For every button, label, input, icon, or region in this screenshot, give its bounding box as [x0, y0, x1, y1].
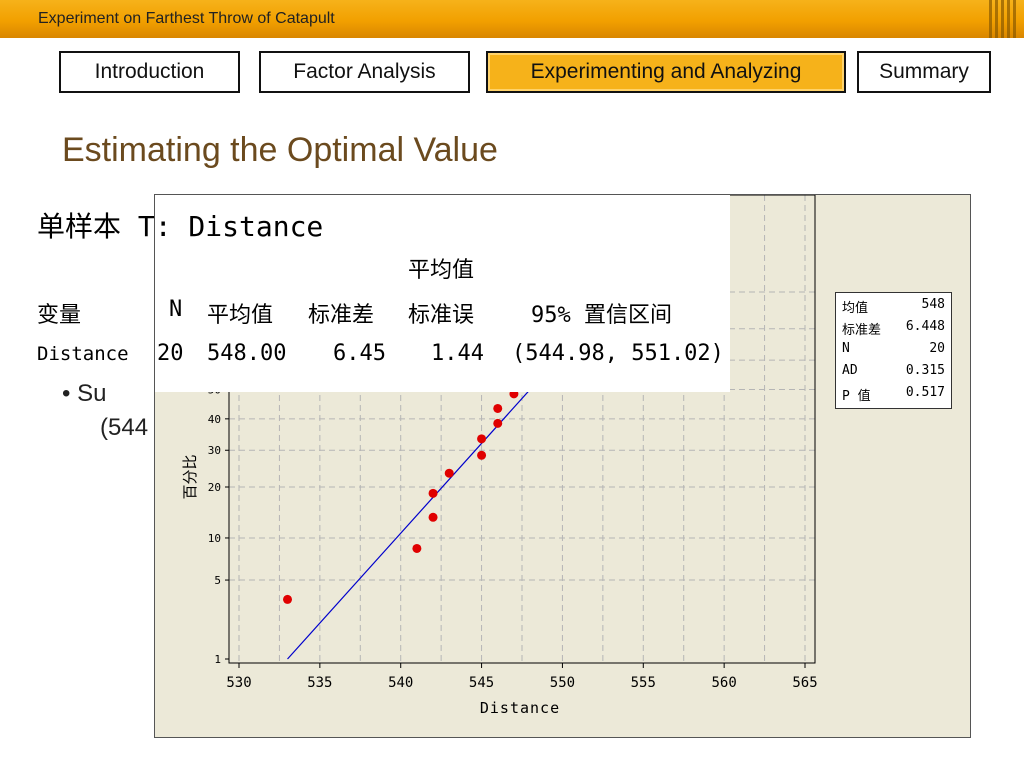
- data-point: [493, 418, 503, 428]
- y-axis-label: 百分比: [181, 454, 199, 499]
- session-col-se: 标准误: [408, 303, 475, 328]
- minitab-output-panel: 151020304050607080 530535540545550555560…: [37, 194, 971, 738]
- session-title: 单样本 T: Distance: [37, 210, 324, 243]
- x-tick-label: 545: [469, 675, 494, 691]
- session-col-n: N: [169, 297, 183, 322]
- x-tick-label: 560: [711, 675, 736, 691]
- stat-value: 6.448: [905, 319, 945, 334]
- stat-label: 均值: [842, 301, 869, 316]
- data-point: [428, 488, 438, 498]
- session-col-mean: 平均值: [207, 303, 274, 328]
- stat-label: N: [842, 341, 850, 356]
- session-row-se: 1.44: [431, 341, 484, 366]
- stat-label: 标准差: [842, 323, 882, 338]
- tab-experimenting-and-analyzing[interactable]: Experimenting and Analyzing: [486, 51, 846, 93]
- data-point: [283, 594, 293, 604]
- bullet-text-continued: (544: [100, 414, 149, 441]
- stat-row-ad: AD 0.315: [842, 363, 945, 383]
- tab-label: Introduction: [94, 60, 205, 83]
- x-tick-label: 530: [226, 675, 251, 691]
- stat-value: 20: [929, 341, 945, 356]
- session-row-variable: Distance: [37, 343, 129, 365]
- tab-summary[interactable]: Summary: [857, 51, 991, 93]
- session-row-stdev: 6.45: [333, 341, 386, 366]
- summary-stats-box: 均值 548 标准差 6.448 N 20 AD 0.315 P 值 0.517: [835, 292, 952, 409]
- bullet-text: • Su: [62, 380, 107, 407]
- data-point: [428, 512, 438, 522]
- session-col-stdev: 标准差: [308, 303, 375, 328]
- stat-row-n: N 20: [842, 341, 945, 361]
- stat-value: 548: [921, 297, 945, 312]
- stat-row-stdev: 标准差 6.448: [842, 319, 945, 339]
- presentation-title: Experiment on Farthest Throw of Catapult: [38, 10, 335, 27]
- data-point: [444, 468, 454, 478]
- session-col-ci: 95% 置信区间: [531, 303, 672, 328]
- data-point: [412, 543, 422, 553]
- tab-label: Factor Analysis: [293, 60, 436, 83]
- stat-label: AD: [842, 363, 858, 378]
- x-tick-label: 550: [550, 675, 575, 691]
- session-row-n: 20: [157, 341, 184, 366]
- y-tick-label: 5: [214, 574, 221, 587]
- x-tick-label: 555: [631, 675, 656, 691]
- x-axis-label: Distance: [480, 699, 560, 717]
- tab-factor-analysis[interactable]: Factor Analysis: [259, 51, 470, 93]
- y-tick-label: 40: [208, 413, 221, 426]
- session-header-mean: 平均值: [408, 258, 475, 283]
- x-tick-label: 535: [307, 675, 332, 691]
- tab-label: Summary: [879, 60, 969, 83]
- x-tick-label: 565: [792, 675, 817, 691]
- session-col-variable: 变量: [37, 303, 82, 328]
- data-point: [477, 434, 487, 444]
- data-point: [477, 450, 487, 460]
- y-tick-label: 10: [208, 532, 221, 545]
- y-tick-label: 30: [208, 444, 221, 457]
- page-title: Estimating the Optimal Value: [62, 131, 498, 169]
- decorative-stripes: [986, 0, 1016, 38]
- stat-row-mean: 均值 548: [842, 297, 945, 317]
- tab-label: Experimenting and Analyzing: [530, 60, 802, 83]
- stat-value: 0.315: [905, 363, 945, 378]
- plot-frame: [228, 195, 816, 664]
- session-row-mean: 548.00: [207, 341, 287, 366]
- header-bar: Experiment on Farthest Throw of Catapult: [0, 0, 1024, 38]
- x-tick-label: 540: [388, 675, 413, 691]
- session-output: 单样本 T: Distance 平均值 变量 N 平均值 标准差 标准误 95%…: [37, 195, 730, 392]
- y-tick-label: 20: [208, 481, 221, 494]
- tab-introduction[interactable]: Introduction: [59, 51, 240, 93]
- y-tick-label: 1: [214, 653, 221, 666]
- stat-row-p-value: P 值 0.517: [842, 385, 945, 405]
- session-row-ci: (544.98, 551.02): [512, 341, 724, 366]
- stat-label: P 值: [842, 389, 871, 404]
- data-point: [493, 403, 503, 413]
- stat-value: 0.517: [905, 385, 945, 400]
